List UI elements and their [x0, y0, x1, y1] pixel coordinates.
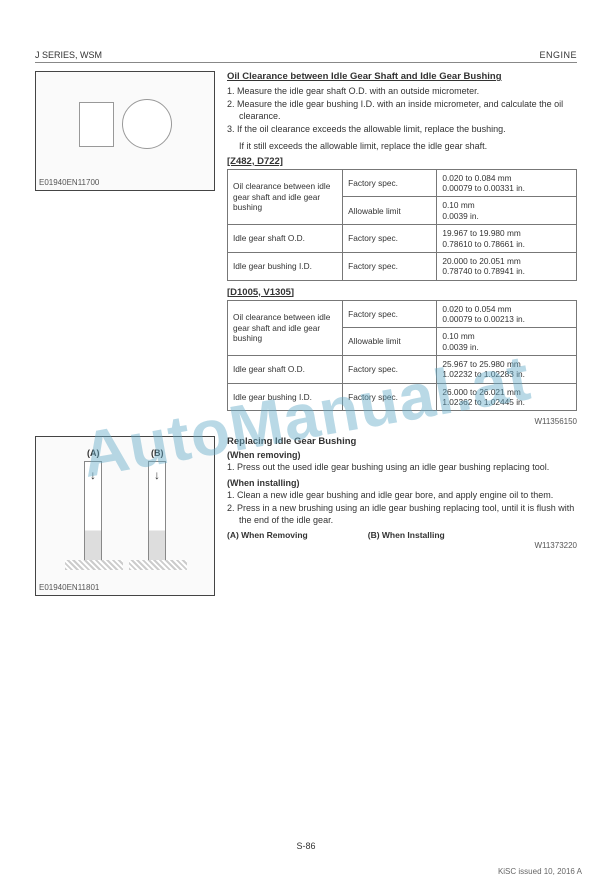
table-row: Idle gear bushing I.D. Factory spec. 26.… [228, 383, 577, 411]
cell: 19.967 to 19.980 mm0.78610 to 0.78661 in… [437, 225, 577, 253]
table-row: Idle gear shaft O.D. Factory spec. 19.96… [228, 225, 577, 253]
fig2-label-b: (B) [151, 448, 164, 458]
section-1-text: Oil Clearance between Idle Gear Shaft an… [227, 71, 577, 426]
page-number: S-86 [296, 841, 315, 851]
cell: Idle gear shaft O.D. [228, 356, 343, 384]
table-row: Oil clearance between idle gear shaft an… [228, 169, 577, 197]
step: 1. Measure the idle gear shaft O.D. with… [227, 85, 577, 97]
removing-steps: 1. Press out the used idle gear bushing … [227, 461, 577, 473]
step: 2. Press in a new brushing using an idle… [227, 502, 577, 526]
installing-header: (When installing) [227, 478, 577, 488]
cell: Oil clearance between idle gear shaft an… [228, 169, 343, 224]
table-b-ref: W11356150 [227, 417, 577, 426]
cell: 0.020 to 0.054 mm0.00079 to 0.00213 in. [437, 300, 577, 328]
cell: Allowable limit [343, 197, 437, 225]
figure-1-sketch [36, 72, 214, 176]
cell: 26.000 to 26.021 mm1.02362 to 1.02445 in… [437, 383, 577, 411]
step: 1. Press out the used idle gear bushing … [227, 461, 577, 473]
removing-header: (When removing) [227, 450, 577, 460]
header-right: ENGINE [539, 50, 577, 60]
row-2: (A) ↓ (B) ↓ E01940EN11801 Replacing Idle… [35, 436, 577, 596]
tool-base [65, 560, 123, 570]
table-row: Idle gear shaft O.D. Factory spec. 25.96… [228, 356, 577, 384]
arrow-down-icon: ↓ [154, 468, 160, 482]
header-left: J SERIES, WSM [35, 50, 102, 60]
step: 2. Measure the idle gear bushing I.D. wi… [227, 98, 577, 122]
figure-2: (A) ↓ (B) ↓ E01940EN11801 [35, 436, 215, 596]
sketch-part [79, 102, 114, 147]
table-row: Oil clearance between idle gear shaft an… [228, 300, 577, 328]
figure-1: E01940EN11700 [35, 71, 215, 191]
row-1: E01940EN11700 Oil Clearance between Idle… [35, 71, 577, 426]
figure-1-caption: E01940EN11700 [39, 178, 99, 187]
section-2-ref: W11373220 [227, 541, 577, 550]
cell: Idle gear bushing I.D. [228, 383, 343, 411]
section-2-title: Replacing Idle Gear Bushing [227, 436, 577, 447]
label-a: (A) When Removing [227, 530, 308, 540]
cell: Factory spec. [343, 300, 437, 328]
tool-b: (B) ↓ [148, 461, 166, 561]
step: 1. Clean a new idle gear bushing and idl… [227, 489, 577, 501]
cell: 20.000 to 20.051 mm0.78740 to 0.78941 in… [437, 252, 577, 280]
tool-a: (A) ↓ [84, 461, 102, 561]
label-b: (B) When Installing [368, 530, 445, 540]
step: 3. If the oil clearance exceeds the allo… [227, 123, 577, 135]
figure-2-caption: E01940EN11801 [39, 583, 99, 592]
cell: 0.10 mm0.0039 in. [437, 197, 577, 225]
spec-table-b: Oil clearance between idle gear shaft an… [227, 300, 577, 412]
cell: 25.967 to 25.980 mm1.02232 to 1.02283 in… [437, 356, 577, 384]
cell: Allowable limit [343, 328, 437, 356]
table-a-label: [Z482, D722] [227, 156, 577, 167]
page-header: J SERIES, WSM ENGINE [35, 50, 577, 63]
cell: Oil clearance between idle gear shaft an… [228, 300, 343, 355]
arrow-down-icon: ↓ [90, 468, 96, 482]
cell: Factory spec. [343, 383, 437, 411]
cell: 0.10 mm0.0039 in. [437, 328, 577, 356]
footer-note: KiSC issued 10, 2016 A [498, 867, 582, 876]
table-b-label: [D1005, V1305] [227, 287, 577, 298]
section-1-note: If it still exceeds the allowable limit,… [227, 140, 577, 152]
cell: Idle gear shaft O.D. [228, 225, 343, 253]
cell: Idle gear bushing I.D. [228, 252, 343, 280]
installing-steps: 1. Clean a new idle gear bushing and idl… [227, 489, 577, 526]
ab-labels: (A) When Removing (B) When Installing [227, 530, 577, 540]
cell: Factory spec. [343, 225, 437, 253]
tool-base [129, 560, 187, 570]
figure-2-sketch: (A) ↓ (B) ↓ [36, 437, 214, 581]
spec-table-a: Oil clearance between idle gear shaft an… [227, 169, 577, 281]
cell: Factory spec. [343, 252, 437, 280]
section-1-steps: 1. Measure the idle gear shaft O.D. with… [227, 85, 577, 136]
cell: Factory spec. [343, 169, 437, 197]
section-2-text: Replacing Idle Gear Bushing (When removi… [227, 436, 577, 596]
section-1-title: Oil Clearance between Idle Gear Shaft an… [227, 71, 577, 82]
table-row: Idle gear bushing I.D. Factory spec. 20.… [228, 252, 577, 280]
fig2-label-a: (A) [87, 448, 100, 458]
cell: 0.020 to 0.084 mm0.00079 to 0.00331 in. [437, 169, 577, 197]
sketch-gear [122, 99, 172, 149]
cell: Factory spec. [343, 356, 437, 384]
